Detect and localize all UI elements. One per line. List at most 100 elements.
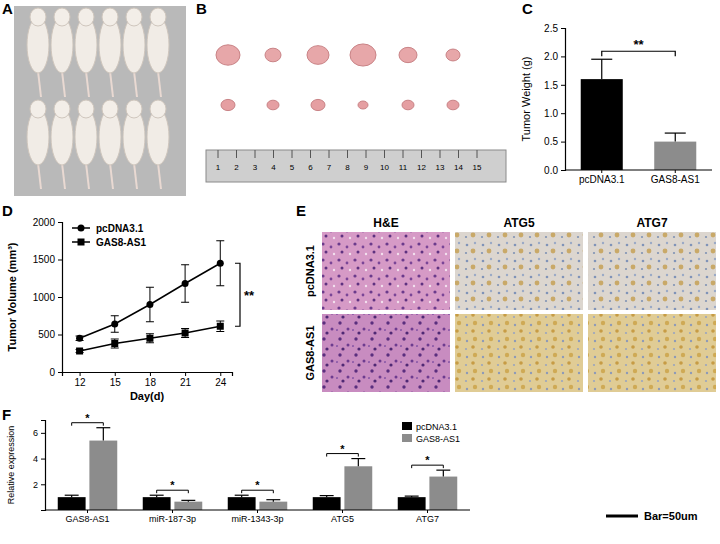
tick-label: miR-1343-3p	[231, 514, 283, 524]
error-cap	[181, 302, 189, 303]
tick-mark	[115, 372, 116, 376]
error-bar	[320, 496, 334, 498]
tick: 6	[33, 428, 45, 438]
tick: 2000	[33, 217, 62, 228]
ruler-label: 11	[399, 163, 408, 172]
tick-label: 2000	[33, 217, 56, 228]
tick-label: 21	[180, 377, 192, 388]
ruler-tick	[273, 150, 274, 158]
legend-label: pcDNA3.1	[96, 223, 144, 234]
error-cap	[266, 499, 280, 500]
axis-line	[41, 421, 46, 511]
tick-label: ATG5	[331, 514, 354, 524]
bar	[313, 497, 341, 510]
tick: 1.0	[544, 108, 565, 119]
marker	[111, 340, 118, 347]
line-chart: 05001000150020001215182124Day(d)Tumor Vo…	[6, 217, 255, 402]
tick-label: pcDNA3.1	[579, 174, 625, 185]
tick-mark	[427, 510, 428, 513]
tick-mark	[561, 142, 565, 143]
scale-bar-label: Bar=50um	[644, 510, 698, 522]
ruler-tick	[366, 150, 367, 158]
marker	[146, 335, 153, 342]
bar	[228, 497, 256, 510]
significance-label: *	[170, 479, 175, 491]
tick-label: ATG7	[416, 514, 439, 524]
y-axis-title: Tumor Weight (g)	[520, 57, 532, 142]
tick-mark	[150, 372, 151, 376]
ruler-tick	[347, 150, 348, 158]
x-axis-title: Day(d)	[130, 390, 165, 402]
row-header: GAS8-AS1	[304, 325, 316, 380]
ruler-tick	[440, 150, 441, 158]
legend-label: pcDNA3.1	[416, 422, 457, 432]
mouse-tail	[38, 163, 41, 189]
error-cap	[235, 495, 249, 496]
ruler-tick	[403, 150, 404, 158]
mouse-head	[126, 8, 142, 26]
mouse-tail	[158, 163, 161, 189]
legend-marker	[78, 225, 85, 232]
tick-mark	[601, 170, 602, 173]
tumor	[267, 100, 279, 110]
marker	[76, 348, 83, 355]
tick: 2	[33, 480, 45, 490]
ruler-label: 6	[308, 163, 313, 172]
tick: 500	[38, 329, 62, 340]
ruler-label: 5	[290, 163, 295, 172]
column-header: H&E	[373, 216, 398, 230]
tick-mark	[41, 459, 45, 460]
marker	[182, 280, 189, 287]
tick: pcDNA3.1	[579, 170, 625, 185]
tick-mark	[58, 260, 62, 261]
bar	[654, 142, 696, 170]
error-bar	[146, 287, 154, 322]
ruler-tick	[255, 150, 256, 158]
x-axis: pcDNA3.1GAS8-AS1	[565, 170, 712, 185]
tick-label: 1000	[33, 292, 56, 303]
error-cap	[146, 321, 154, 322]
tick-mark	[80, 372, 81, 376]
error-cap	[146, 287, 154, 288]
significance-label: **	[633, 37, 644, 52]
tick-mark	[561, 56, 565, 57]
ruler-tick	[218, 150, 219, 158]
tick-label: 24	[215, 377, 227, 388]
mouse-head	[102, 8, 118, 26]
mouse-head	[150, 8, 166, 26]
marker	[146, 301, 153, 308]
ruler-tick	[421, 150, 422, 158]
line	[80, 326, 221, 351]
tick-mark	[220, 372, 221, 376]
histology-panel: H&E ATG5 ATG7 pcDNA3.1 GAS8-AS1 Bar=50um	[304, 216, 716, 522]
error-cap	[216, 240, 224, 241]
plot-marks	[581, 59, 697, 170]
tick: 2.5	[544, 23, 565, 34]
error-stem	[601, 59, 602, 79]
mouse-tail	[134, 163, 137, 189]
error-bar	[181, 500, 195, 501]
significance-label: *	[340, 443, 345, 455]
error-cap	[96, 427, 110, 428]
ruler-tick	[329, 150, 330, 158]
bar-chart: 0.00.51.01.52.02.5pcDNA3.1GAS8-AS1Tumor …	[520, 23, 712, 185]
error-stem	[443, 470, 444, 476]
photo-mice	[14, 6, 186, 196]
tick-mark	[87, 510, 88, 513]
tick-mark	[58, 222, 62, 223]
micrograph	[588, 314, 716, 392]
tick: 1000	[33, 292, 62, 303]
panel-label: C	[522, 0, 533, 17]
scale-bar	[606, 515, 638, 518]
tick: 0.5	[544, 136, 565, 147]
row-header: pcDNA3.1	[304, 245, 316, 297]
error-bar	[266, 500, 280, 502]
legend-swatch	[402, 422, 412, 430]
micrograph	[455, 314, 583, 392]
tick-mark	[41, 433, 45, 434]
tick-label: 0.0	[544, 165, 558, 176]
ruler-label: 8	[345, 163, 350, 172]
marker	[76, 335, 83, 342]
tick-label: 2.0	[544, 51, 558, 62]
tick-mark	[172, 510, 173, 513]
